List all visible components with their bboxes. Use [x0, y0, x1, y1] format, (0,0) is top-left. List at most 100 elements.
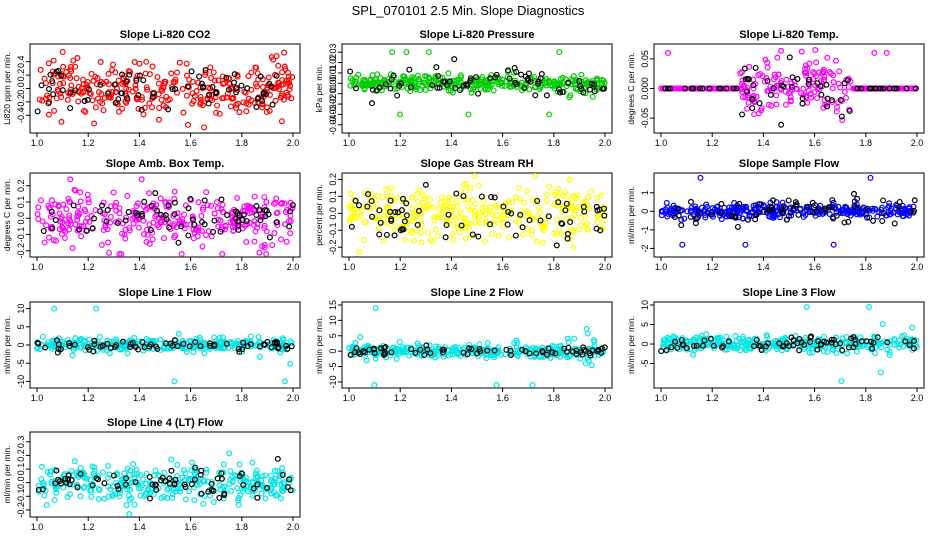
data-point-colored [189, 100, 196, 107]
data-point-black [250, 485, 257, 492]
data-point-colored [64, 96, 71, 103]
data-point-colored [529, 382, 536, 389]
data-point-colored [417, 87, 424, 94]
plot-frame [341, 301, 613, 389]
data-point-black [200, 83, 207, 90]
x-tick-label: 2.0 [287, 522, 300, 532]
data-point-colored [753, 93, 760, 100]
data-point-colored [90, 470, 97, 477]
data-point-colored [416, 187, 423, 194]
data-point-colored [277, 495, 284, 502]
data-point-colored [829, 85, 836, 92]
data-point-colored [178, 251, 185, 258]
data-point-colored [837, 84, 844, 91]
data-point-colored [352, 339, 359, 346]
data-point-black [394, 209, 401, 216]
data-point-colored [810, 69, 817, 76]
data-point-colored [566, 94, 573, 101]
data-point-colored [714, 334, 721, 341]
data-point-colored [687, 346, 694, 353]
x-tick-label: 2.0 [911, 393, 924, 403]
data-point-colored [98, 78, 105, 85]
data-point-black [361, 349, 368, 356]
data-point-black [175, 239, 182, 246]
data-point-black [347, 351, 354, 358]
data-point-colored [388, 79, 395, 86]
data-point-colored [68, 468, 75, 475]
data-point-colored [423, 203, 430, 210]
data-point-colored [155, 224, 162, 231]
data-point-black [753, 211, 760, 218]
data-point-colored [168, 70, 175, 77]
data-point-colored [113, 199, 120, 206]
scatter-points [34, 305, 295, 385]
data-point-black [545, 345, 552, 352]
data-point-black [794, 76, 801, 83]
data-point-colored [285, 69, 292, 76]
y-tick-label: 0.00 [328, 75, 338, 93]
data-point-colored [50, 71, 57, 78]
scatter-points [34, 48, 296, 131]
data-point-black [429, 81, 436, 88]
data-point-black [512, 232, 519, 239]
data-point-black [206, 91, 213, 98]
data-point-black [451, 56, 458, 63]
data-point-black [720, 343, 727, 350]
data-point-black [412, 349, 419, 356]
data-point-colored [523, 208, 530, 215]
x-tick-label: 1.6 [496, 393, 509, 403]
data-point-black [591, 81, 598, 88]
data-point-colored [278, 199, 285, 206]
data-point-black [112, 99, 119, 106]
y-tick-label: -0.1 [16, 489, 26, 505]
data-point-black [564, 235, 571, 242]
data-point-black [348, 223, 355, 230]
data-point-black [513, 81, 520, 88]
data-point-black [732, 214, 739, 221]
data-point-black [104, 90, 111, 97]
data-point-colored [472, 219, 479, 226]
data-point-colored [199, 243, 206, 250]
data-point-colored [438, 194, 445, 201]
data-point-colored [116, 493, 123, 500]
data-point-colored [383, 186, 390, 193]
data-point-black [406, 66, 413, 73]
data-point-colored [243, 108, 250, 115]
data-point-colored [663, 199, 670, 206]
data-point-colored [254, 70, 261, 77]
panel-8: Slope Line 2 Flow 1.0 1.2 1.4 1.6 1.8 2.0 -10 -5… [314, 287, 613, 403]
data-point-colored [570, 244, 577, 251]
data-point-black [750, 82, 757, 89]
data-point-colored [262, 472, 269, 479]
data-point-black [537, 75, 544, 82]
data-point-colored [82, 108, 89, 115]
data-point-colored [71, 458, 78, 465]
data-point-black [287, 208, 294, 215]
data-point-colored [204, 202, 211, 209]
data-point-colored [404, 218, 411, 225]
data-point-colored [92, 104, 99, 111]
data-point-black [122, 217, 129, 224]
data-point-colored [47, 468, 54, 475]
data-point-colored [533, 213, 540, 220]
y-tick-label: 0.1 [328, 190, 338, 203]
data-point-black [178, 223, 185, 230]
data-point-black [148, 202, 155, 209]
data-point-black [910, 209, 917, 216]
data-point-black [38, 82, 45, 89]
data-point-black [376, 84, 383, 91]
data-point-black [233, 85, 240, 92]
data-point-black [693, 215, 700, 222]
data-point-colored [43, 222, 50, 229]
data-point-colored [38, 463, 45, 470]
data-point-colored [98, 90, 105, 97]
data-point-colored [275, 62, 282, 69]
data-point-colored [802, 62, 809, 69]
data-point-colored [417, 218, 424, 225]
data-point-colored [266, 107, 273, 114]
scatter-points [34, 176, 296, 258]
data-point-colored [283, 77, 290, 84]
data-point-colored [70, 57, 77, 64]
y-tick-label: 10 [16, 304, 26, 314]
data-point-colored [437, 214, 444, 221]
